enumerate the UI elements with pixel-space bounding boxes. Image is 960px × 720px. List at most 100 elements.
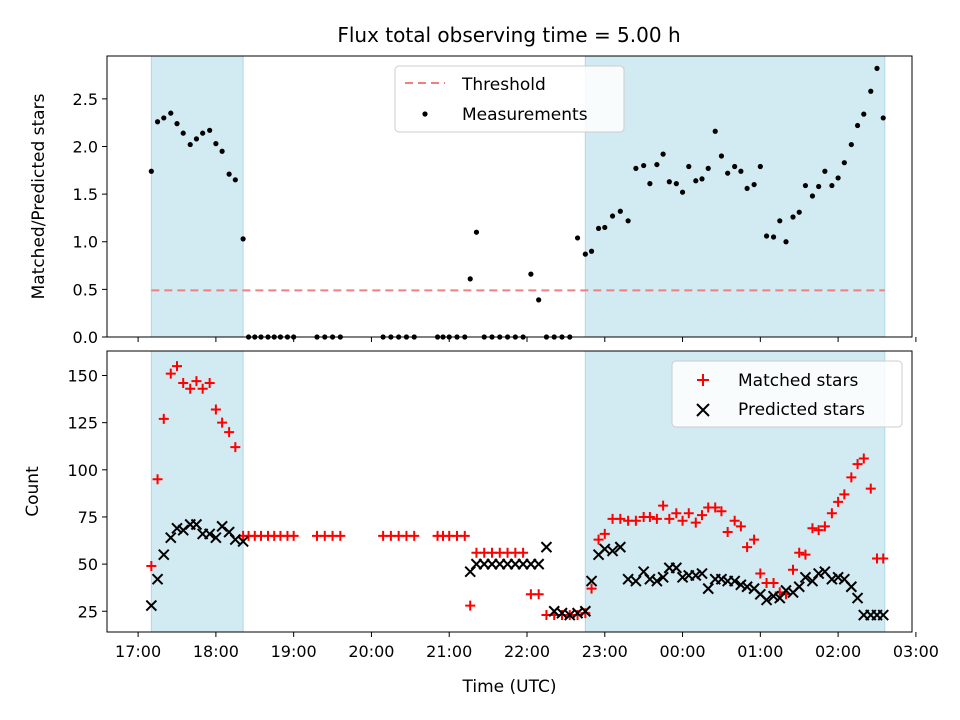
predicted-star-point <box>630 575 642 587</box>
measurement-point <box>213 141 219 147</box>
measurement-point <box>738 168 744 174</box>
top-y-tick-label: 0.0 <box>73 328 98 347</box>
predicted-star-point <box>151 573 164 585</box>
predicted-star-point <box>832 571 844 584</box>
matched-star-point <box>858 453 869 464</box>
measurement-point <box>666 179 672 185</box>
x-tick-label: 01:00 <box>737 642 783 661</box>
matched-star-point <box>722 527 733 538</box>
measurement-point <box>609 213 616 219</box>
measurement-point <box>602 224 608 231</box>
measurement-point <box>154 119 161 125</box>
legend-predicted-swatch <box>696 403 710 417</box>
measurement-point <box>673 181 679 187</box>
predicted-star-point <box>145 599 158 612</box>
predicted-star-point <box>651 575 663 587</box>
measurement-point <box>582 251 588 257</box>
top-legend: Threshold Measurements <box>394 65 625 133</box>
matched-star-point <box>178 378 189 389</box>
measurement-point <box>174 121 180 127</box>
predicted-star-point <box>690 569 702 582</box>
measurement-point <box>473 229 480 235</box>
measurement-point <box>874 65 880 71</box>
matched-star-point <box>197 383 208 394</box>
bottom-y-axis: 25 50 75 100 125 150 <box>67 367 107 621</box>
predicted-star-point <box>793 581 805 593</box>
top-y-axis-label: Matched/Predicted stars <box>29 93 49 299</box>
matched-star-point <box>658 500 669 511</box>
measurement-point <box>790 214 796 220</box>
bottom-x-axis: 17:00 18:00 19:00 20:00 21:00 22:00 23:00 00:00… <box>115 632 939 661</box>
measurement-point <box>829 182 835 189</box>
measurement-point <box>854 122 861 129</box>
matched-star-point <box>533 589 544 600</box>
legend-measurements-label: Measurements <box>462 105 588 125</box>
matched-star-point <box>288 530 299 541</box>
matched-star-point <box>630 515 641 526</box>
matched-star-point <box>865 483 876 494</box>
top-y-tick-label: 1.0 <box>73 233 98 252</box>
legend-threshold-label: Threshold <box>461 75 546 95</box>
bottom-y-tick-label: 150 <box>67 367 98 386</box>
predicted-star-point <box>203 528 216 540</box>
predicted-star-point <box>780 584 792 597</box>
bottom-legend-box <box>671 360 903 428</box>
measurement-points <box>148 65 886 340</box>
top-y-tick-label: 0.5 <box>73 280 98 299</box>
measurement-point <box>718 153 725 159</box>
bottom-axes-frame <box>106 350 913 633</box>
matched-star-point <box>800 549 811 560</box>
legend-predicted-label: Predicted stars <box>738 400 865 420</box>
measurement-point <box>744 185 750 192</box>
measurement-point <box>641 162 647 169</box>
predicted-stars-points <box>145 518 889 621</box>
measurement-point <box>705 165 711 171</box>
measurement-point <box>699 176 705 182</box>
predicted-star-point <box>767 590 780 602</box>
bottom-y-axis-label: Count <box>23 466 43 517</box>
x-tick-label: 03:00 <box>893 642 939 661</box>
matched-star-point <box>813 525 824 536</box>
bottom-shaded-band-0 <box>150 350 244 633</box>
matched-star-point <box>729 515 740 526</box>
top-legend-box <box>394 65 625 133</box>
predicted-star-point <box>715 573 728 585</box>
measurement-point <box>783 239 789 245</box>
measurement-point <box>588 248 595 254</box>
top-shaded-band-0 <box>150 55 244 338</box>
predicted-star-point <box>696 567 708 580</box>
measurement-point <box>725 170 731 176</box>
predicted-star-point <box>845 581 858 593</box>
measurement-point <box>187 141 193 148</box>
matched-star-point <box>580 608 591 619</box>
measurement-point <box>148 168 154 174</box>
matched-star-point <box>210 404 221 415</box>
measurement-point <box>751 181 757 188</box>
matched-star-point <box>664 513 675 524</box>
top-shaded-band-1 <box>584 55 886 338</box>
predicted-star-point <box>702 582 714 595</box>
matched-star-point <box>683 508 694 519</box>
matched-star-point <box>165 368 176 379</box>
measurement-point <box>574 235 581 241</box>
predicted-star-point <box>644 573 656 585</box>
matched-star-point <box>755 568 766 579</box>
predicted-star-point <box>760 594 773 606</box>
legend-matched-label: Matched stars <box>738 371 858 391</box>
predicted-star-point <box>728 575 741 587</box>
x-tick-label: 19:00 <box>271 642 317 661</box>
predicted-star-point <box>851 592 864 604</box>
x-tick-label: 20:00 <box>348 642 394 661</box>
measurement-point <box>528 271 534 277</box>
top-x-ticks <box>137 337 917 342</box>
measurement-point <box>861 111 867 117</box>
predicted-star-point <box>579 605 592 617</box>
measurement-point <box>693 178 699 184</box>
top-y-axis: 0.0 0.5 1.0 1.5 2.0 2.5 <box>73 90 107 347</box>
matched-star-point <box>615 513 626 524</box>
measurement-point <box>679 189 686 195</box>
matched-star-point <box>586 583 597 594</box>
measurement-point <box>207 127 213 133</box>
top-y-tick-label: 2.5 <box>73 90 98 109</box>
measurement-point <box>822 168 828 174</box>
